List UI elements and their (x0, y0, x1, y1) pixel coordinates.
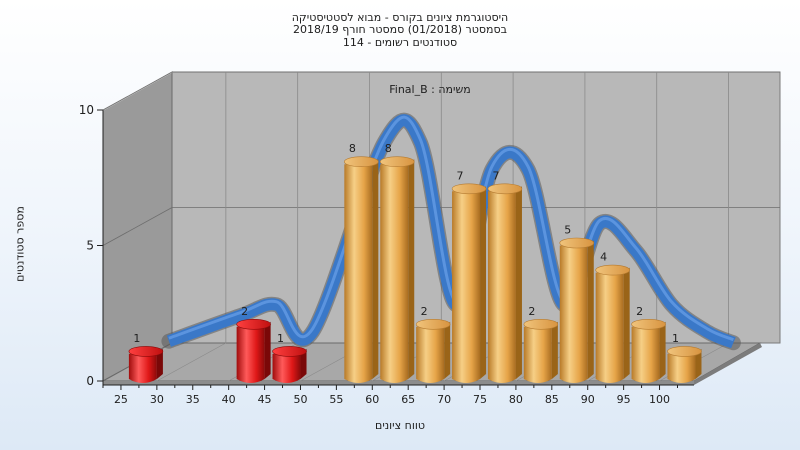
bar-value-label: 4 (600, 251, 607, 264)
bar-value-label: 2 (636, 305, 643, 318)
gridline-depth (102, 71, 173, 111)
bar-value-label: 7 (492, 169, 499, 182)
bar-side (408, 159, 415, 379)
x-tick-label: 40 (222, 393, 236, 406)
bar (559, 237, 595, 383)
bar-top (379, 156, 415, 167)
bar-side (623, 267, 630, 379)
y-axis-title: מספר סטודנטים (13, 206, 27, 282)
bar (236, 318, 271, 383)
x-tick-label: 30 (150, 393, 164, 406)
bar-value-label: 1 (672, 332, 679, 345)
bar-body (631, 326, 660, 383)
x-tick-label: 70 (437, 393, 451, 406)
x-axis-title: טווח ציונים (375, 419, 425, 432)
x-tick-label: 25 (114, 393, 128, 406)
x-tick-label: 100 (649, 393, 670, 406)
bar (272, 346, 307, 383)
bar (667, 346, 702, 383)
chart-title-line-2: בסמסטר (01/2018) סמסטר חורף 2018/19 (293, 23, 507, 36)
bar-top (415, 318, 451, 330)
bar-side (587, 240, 594, 379)
x-tick-label: 60 (365, 393, 379, 406)
bar-side (551, 321, 558, 379)
bar-side (480, 186, 487, 379)
bar-value-label: 8 (385, 142, 392, 155)
bar-body (523, 326, 552, 383)
chart-title-line-3: סטודנטים רשומים - 114 (342, 36, 458, 49)
floor-side (694, 343, 762, 385)
x-tick-label: 65 (401, 393, 415, 406)
bar-value-label: 1 (277, 332, 284, 345)
x-tick-label: 55 (329, 393, 343, 406)
x-tick-label: 85 (545, 393, 559, 406)
x-tick-label: 50 (293, 393, 307, 406)
task-annotation: משימה : Final_B (389, 83, 471, 96)
bar-side (515, 186, 522, 379)
bar (631, 318, 666, 383)
x-tick-label: 45 (258, 393, 272, 406)
x-tick-label: 80 (509, 393, 523, 406)
x-tick-label: 90 (581, 393, 595, 406)
bar-top (487, 183, 523, 195)
bar-body (236, 326, 265, 383)
bar (487, 183, 523, 383)
bar-body (380, 164, 409, 383)
bar-top (236, 318, 271, 330)
bar-top (272, 346, 307, 357)
bar-side (156, 348, 163, 379)
bar-side (300, 348, 307, 379)
bar-value-label: 5 (564, 224, 571, 237)
bar-top (128, 346, 164, 357)
bar-body (128, 353, 157, 383)
y-tick-label: 0 (86, 374, 94, 388)
bar-top (451, 183, 487, 195)
bar-body (595, 272, 624, 383)
bar (415, 318, 451, 383)
gridline-depth (102, 207, 173, 246)
x-tick-label: 35 (186, 393, 200, 406)
chart-title-line-1: היסטוגרמת ציונים בקורס - מבוא לסטטיסטיקה (291, 11, 509, 24)
bar-side (264, 321, 271, 379)
bar-body (272, 353, 301, 383)
bar-value-label: 2 (528, 305, 535, 318)
bar-top (344, 156, 379, 167)
bar-body (667, 353, 696, 383)
bar-body (452, 191, 481, 383)
bar (128, 346, 164, 383)
bar-top (667, 346, 702, 357)
bar-body (559, 245, 588, 383)
bar-body (344, 164, 373, 383)
x-tick-label: 75 (473, 393, 487, 406)
bar-value-label: 2 (421, 305, 428, 318)
y-tick-label: 5 (86, 239, 94, 253)
bar-body (487, 191, 516, 383)
bar-top (523, 318, 559, 330)
bar-side (444, 321, 451, 379)
bar (379, 156, 415, 383)
bar-top (631, 318, 666, 330)
y-tick-label: 10 (79, 103, 94, 117)
bar-top (595, 264, 630, 276)
bar-top (559, 237, 595, 249)
bar-value-label: 8 (349, 142, 356, 155)
bar-side (372, 159, 379, 379)
gridline-floor (156, 342, 227, 382)
bar-side (695, 348, 702, 379)
bar-value-label: 7 (457, 169, 464, 182)
bar (595, 264, 630, 383)
bar-side (659, 321, 666, 379)
bar (523, 318, 559, 383)
bar (344, 156, 379, 383)
bar-value-label: 1 (133, 332, 140, 345)
bar (451, 183, 487, 383)
bar-value-label: 2 (241, 305, 248, 318)
bar-body (416, 326, 445, 383)
x-tick-label: 95 (617, 393, 631, 406)
